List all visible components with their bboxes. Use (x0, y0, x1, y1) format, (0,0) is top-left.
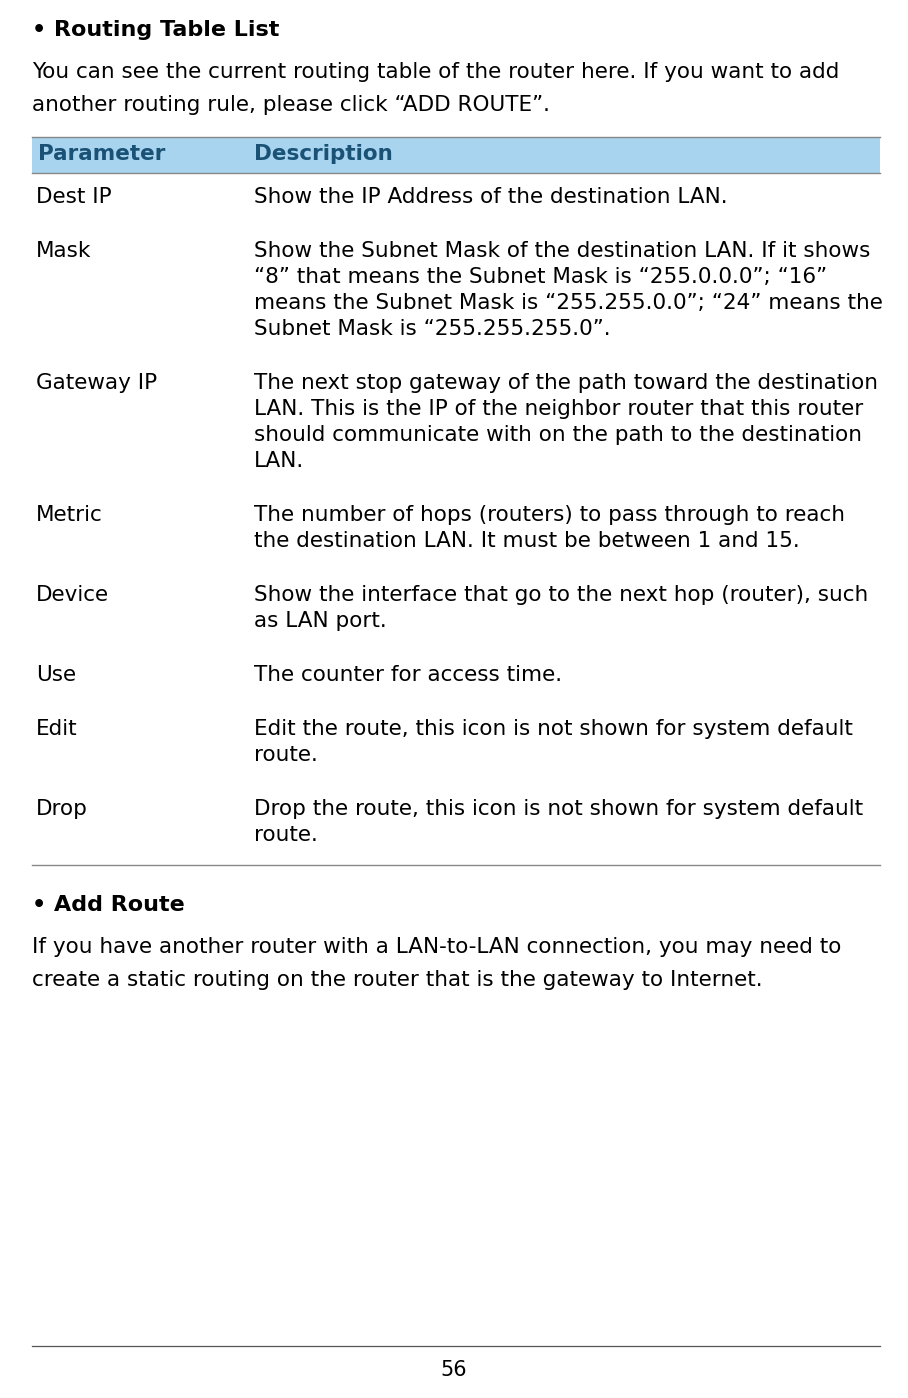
Text: 56: 56 (440, 1360, 468, 1380)
Text: •: • (32, 20, 46, 41)
Text: Show the Subnet Mask of the destination LAN. If it shows: Show the Subnet Mask of the destination … (254, 240, 871, 261)
Text: You can see the current routing table of the router here. If you want to add: You can see the current routing table of… (32, 62, 839, 82)
Text: create a static routing on the router that is the gateway to Internet.: create a static routing on the router th… (32, 970, 763, 990)
Text: LAN. This is the IP of the neighbor router that this router: LAN. This is the IP of the neighbor rout… (254, 398, 864, 419)
Text: Description: Description (254, 144, 393, 164)
Text: should communicate with on the path to the destination: should communicate with on the path to t… (254, 425, 862, 445)
Text: The counter for access time.: The counter for access time. (254, 665, 562, 685)
Text: the destination LAN. It must be between 1 and 15.: the destination LAN. It must be between … (254, 531, 800, 551)
Text: The number of hops (routers) to pass through to reach: The number of hops (routers) to pass thr… (254, 505, 845, 526)
Text: “8” that means the Subnet Mask is “255.0.0.0”; “16”: “8” that means the Subnet Mask is “255.0… (254, 267, 827, 287)
Text: Dest IP: Dest IP (36, 187, 112, 207)
Text: Add Route: Add Route (54, 895, 184, 916)
Text: Edit the route, this icon is not shown for system default: Edit the route, this icon is not shown f… (254, 719, 853, 740)
Text: •: • (32, 895, 46, 916)
Text: Edit: Edit (36, 719, 77, 740)
Text: route.: route. (254, 745, 318, 765)
Text: Metric: Metric (36, 505, 103, 526)
Text: means the Subnet Mask is “255.255.0.0”; “24” means the: means the Subnet Mask is “255.255.0.0”; … (254, 294, 883, 313)
Text: Use: Use (36, 665, 76, 685)
Text: as LAN port.: as LAN port. (254, 611, 387, 630)
Text: Drop the route, this icon is not shown for system default: Drop the route, this icon is not shown f… (254, 800, 864, 819)
Text: Routing Table List: Routing Table List (54, 20, 280, 41)
Text: Device: Device (36, 584, 109, 605)
Bar (32, 137, 880, 173)
Text: Parameter: Parameter (38, 144, 165, 164)
Text: Gateway IP: Gateway IP (36, 373, 157, 393)
Text: Show the IP Address of the destination LAN.: Show the IP Address of the destination L… (254, 187, 727, 207)
Text: another routing rule, please click “ADD ROUTE”.: another routing rule, please click “ADD … (32, 95, 550, 115)
Text: Subnet Mask is “255.255.255.0”.: Subnet Mask is “255.255.255.0”. (254, 319, 610, 338)
Text: LAN.: LAN. (254, 452, 304, 471)
Text: Show the interface that go to the next hop (router), such: Show the interface that go to the next h… (254, 584, 868, 605)
Text: route.: route. (254, 825, 318, 844)
Text: Mask: Mask (36, 240, 92, 261)
Text: If you have another router with a LAN-to-LAN connection, you may need to: If you have another router with a LAN-to… (32, 937, 842, 958)
Text: Drop: Drop (36, 800, 88, 819)
Text: The next stop gateway of the path toward the destination: The next stop gateway of the path toward… (254, 373, 878, 393)
